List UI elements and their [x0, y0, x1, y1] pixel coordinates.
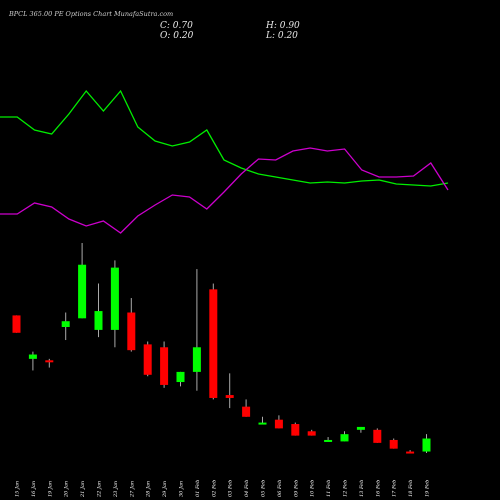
candle-body-up: [94, 311, 103, 330]
candle-body-down: [45, 360, 54, 363]
x-tick-label: 21 Jan: [80, 481, 86, 498]
candle-body-up: [78, 264, 87, 319]
high-value: H: 0.90: [266, 21, 300, 31]
candle-body-down: [127, 312, 136, 351]
candle-body-up: [192, 347, 201, 372]
oi-line: [0, 147, 449, 234]
x-tick-label: 04 Feb: [244, 480, 250, 497]
candle-body-down: [307, 431, 316, 436]
candle-body-down: [291, 424, 300, 436]
x-tick-label: 05 Feb: [261, 480, 267, 497]
x-tick-label: 23 Jan: [113, 481, 119, 498]
candle-body-up: [324, 439, 333, 442]
candle-body-down: [373, 429, 382, 443]
candle-body-down: [274, 419, 283, 429]
candle-body-down: [242, 406, 251, 417]
candle-body-up: [28, 354, 37, 359]
candle-body-down: [209, 289, 218, 398]
x-tick-label: 09 Feb: [293, 480, 299, 497]
candle-body-up: [61, 321, 70, 327]
x-tick-label: 16 Feb: [375, 480, 381, 497]
x-tick-label: 27 Jan: [129, 481, 135, 498]
candle-body-down: [225, 395, 234, 398]
x-tick-label: 19 Feb: [425, 480, 431, 497]
x-tick-label: 13 Feb: [359, 480, 365, 497]
x-tick-label: 03 Feb: [228, 480, 234, 497]
x-tick-label: 11 Feb: [326, 480, 332, 497]
x-tick-label: 10 Feb: [310, 480, 316, 497]
candle-body-up: [110, 267, 119, 330]
x-tick-label: 22 Jan: [97, 481, 103, 498]
candle-body-up: [340, 434, 349, 442]
x-tick-label: 06 Feb: [277, 480, 283, 497]
candle-body-up: [422, 438, 431, 452]
x-tick-label: 28 Jan: [146, 481, 152, 498]
open-value: O: 0.20: [160, 31, 194, 41]
x-tick-label: 17 Feb: [392, 480, 398, 497]
candle-body-down: [389, 439, 398, 449]
x-tick-label: 29 Jan: [162, 481, 168, 498]
x-tick-label: 18 Feb: [408, 480, 414, 497]
candle-body-up: [176, 371, 185, 383]
candle-body-up: [258, 422, 267, 425]
candle-body-up: [356, 426, 365, 430]
price-line: [0, 89, 449, 187]
candle-body-down: [160, 347, 169, 385]
x-tick-label: 20 Jan: [64, 481, 70, 498]
x-tick-label: 01 Feb: [195, 480, 201, 497]
x-tick-label: 15 Jan: [15, 481, 21, 497]
close-value: C: 0.70: [160, 21, 193, 31]
x-tick-label: 30 Jan: [179, 481, 185, 497]
candle-body-down: [406, 451, 415, 454]
x-tick-label: 19 Jan: [47, 481, 53, 497]
x-tick-label: 12 Feb: [343, 480, 349, 497]
candle-body-down: [143, 344, 152, 375]
candle-body-down: [12, 315, 21, 333]
chart-title: BPCL 365.00 PE Options Chart MunafaSutra…: [9, 10, 174, 18]
low-value: L: 0.20: [266, 31, 298, 41]
x-tick-label: 02 Feb: [211, 480, 217, 497]
x-tick-label: 16 Jan: [31, 481, 37, 497]
